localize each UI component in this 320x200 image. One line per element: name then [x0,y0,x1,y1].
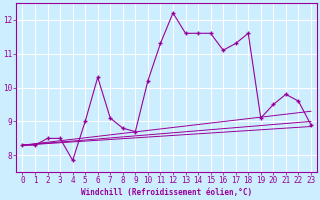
X-axis label: Windchill (Refroidissement éolien,°C): Windchill (Refroidissement éolien,°C) [81,188,252,197]
